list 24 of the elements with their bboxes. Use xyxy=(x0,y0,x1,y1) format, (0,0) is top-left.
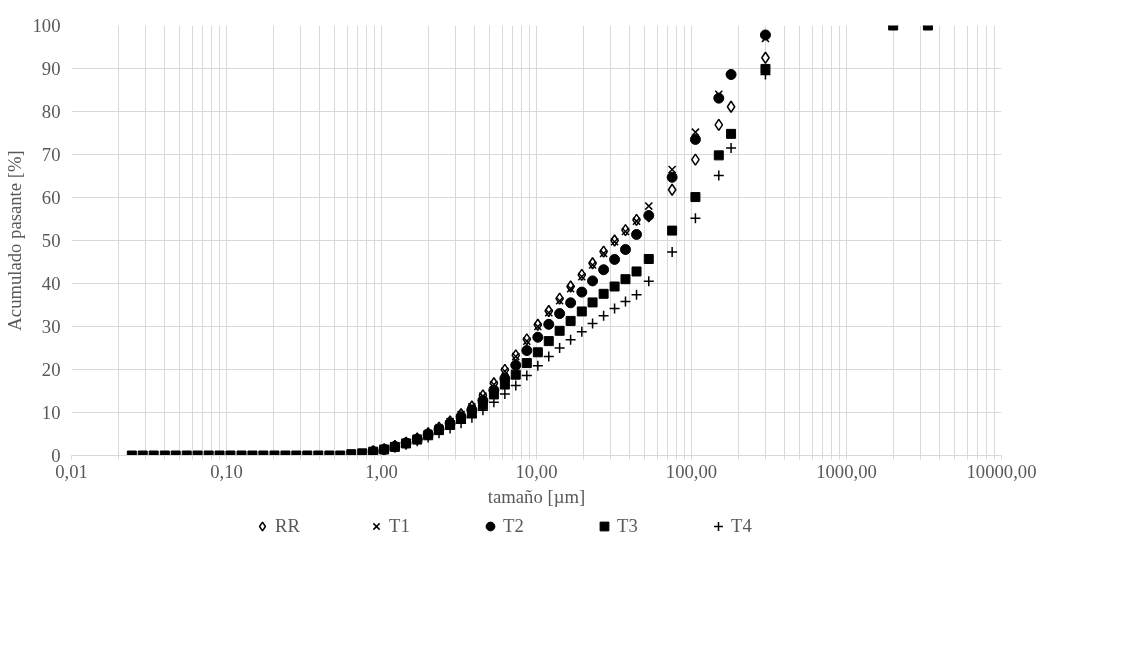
x-tick-label: 0,10 xyxy=(210,460,243,482)
legend-label: T4 xyxy=(731,515,753,537)
y-tick-label: 20 xyxy=(41,359,61,380)
legend-label: T1 xyxy=(389,515,411,537)
y-tick-label: 70 xyxy=(41,144,61,165)
y-tick-label: 60 xyxy=(41,187,61,208)
y-tick-label: 10 xyxy=(41,402,61,423)
y-tick-label: 80 xyxy=(41,101,61,122)
x-axis-title: tamaño [µm] xyxy=(487,485,586,507)
legend-label: RR xyxy=(275,515,301,537)
legend-label: T2 xyxy=(503,515,525,537)
legend-label: T3 xyxy=(617,515,639,537)
x-tick-label: 1000,00 xyxy=(816,460,877,482)
y-tick-label: 0 xyxy=(51,445,61,466)
y-axis-title: Acumulado pasante [%] xyxy=(3,150,25,331)
y-tick-label: 40 xyxy=(41,273,61,294)
x-tick-label: 100,00 xyxy=(665,460,718,482)
x-tick-label: 10000,00 xyxy=(966,460,1037,482)
y-tick-label: 100 xyxy=(32,15,61,36)
x-tick-label: 10,00 xyxy=(515,460,558,482)
x-tick-label: 1,00 xyxy=(365,460,398,482)
y-tick-label: 90 xyxy=(41,58,61,79)
y-tick-label: 30 xyxy=(41,316,61,337)
y-tick-label: 50 xyxy=(41,230,61,251)
